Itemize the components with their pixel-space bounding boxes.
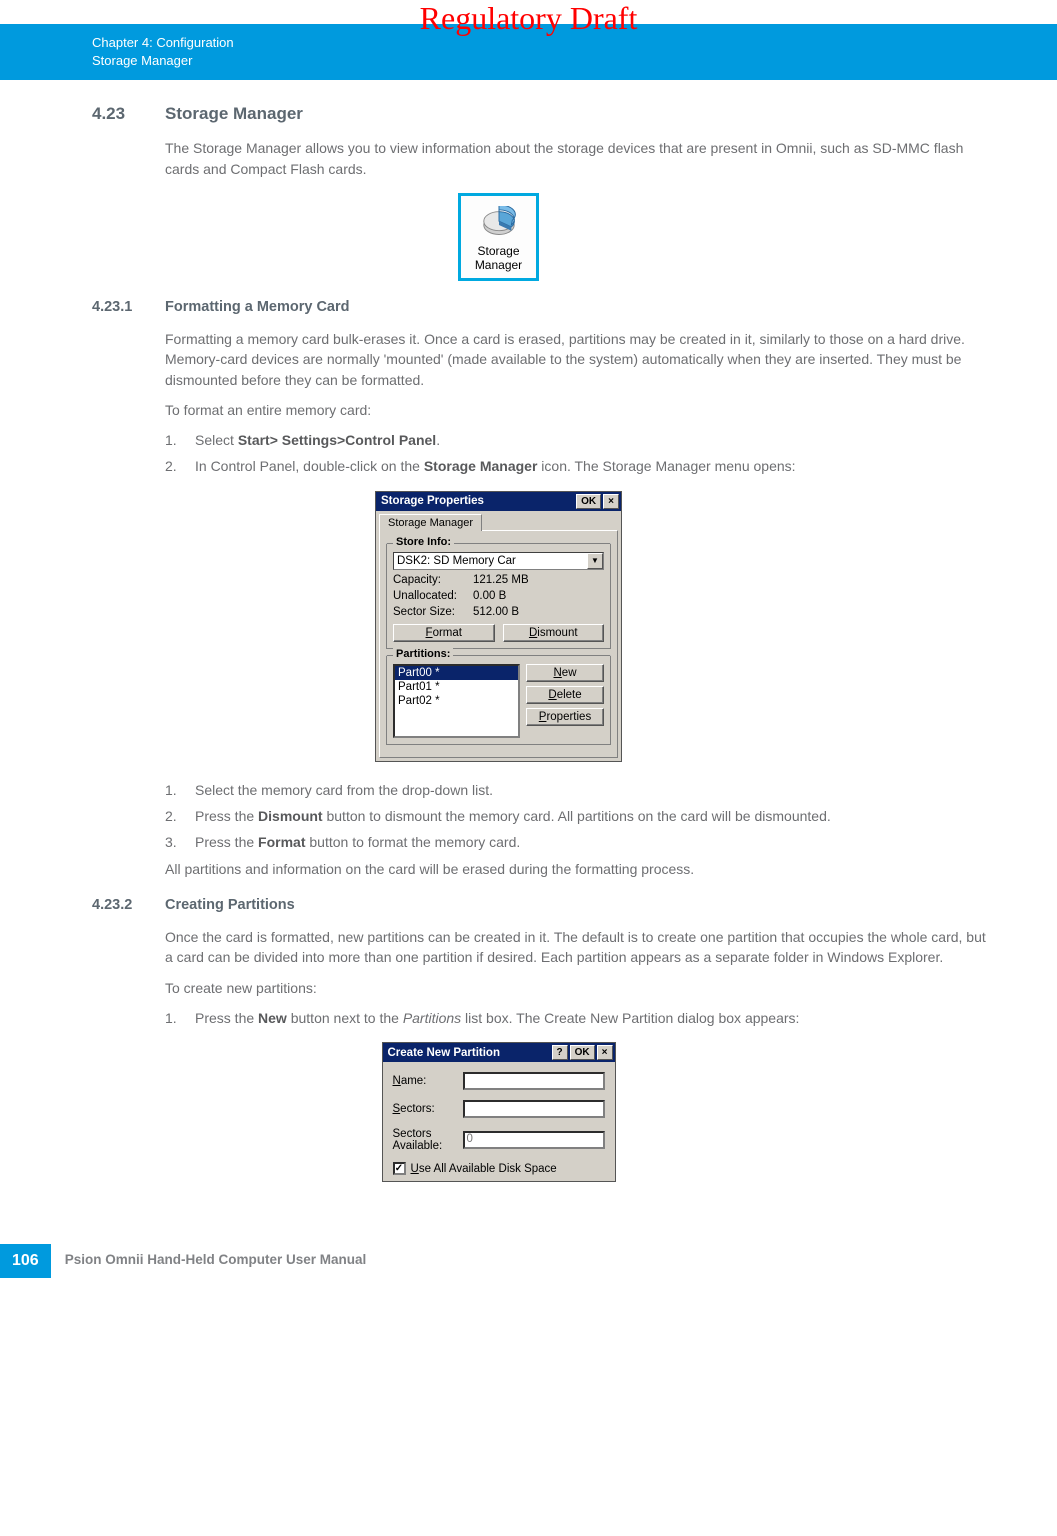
subsection-title: Formatting a Memory Card	[165, 299, 350, 315]
use-all-space-checkbox[interactable]: ✓ Use All Available Disk Space	[393, 1162, 605, 1175]
subsection-number: 4.23.1	[0, 299, 165, 315]
para: All partitions and information on the ca…	[165, 859, 997, 879]
list-item: 2. In Control Panel, double-click on the…	[165, 456, 997, 476]
properties-button[interactable]: Properties	[526, 708, 604, 726]
section-number: 4.23	[0, 104, 165, 124]
para: Once the card is formatted, new partitio…	[165, 927, 997, 968]
subsection-number: 4.23.2	[0, 897, 165, 913]
name-input[interactable]	[463, 1072, 605, 1090]
para: To create new partitions:	[165, 978, 997, 998]
footer-text: Psion Omnii Hand-Held Computer User Manu…	[51, 1244, 381, 1278]
fieldset-legend: Store Info:	[393, 536, 454, 548]
para: To format an entire memory card:	[165, 400, 997, 420]
sectors-input[interactable]	[463, 1100, 605, 1118]
section-intro: The Storage Manager allows you to view i…	[165, 138, 997, 179]
li-num: 2.	[165, 806, 195, 826]
li-num: 1.	[165, 430, 195, 450]
dialog-title: Storage Properties	[381, 495, 574, 507]
page-footer: 106 Psion Omnii Hand-Held Computer User …	[0, 1244, 1057, 1278]
capacity-label: Capacity:	[393, 574, 473, 586]
list-item: 1. Select Start> Settings>Control Panel.	[165, 430, 997, 450]
storage-manager-icon-tile: Storage Manager	[458, 193, 539, 281]
list-item[interactable]: Part00 *	[395, 666, 518, 680]
list-item: 1. Select the memory card from the drop-…	[165, 780, 997, 800]
ok-button[interactable]: OK	[570, 1045, 595, 1060]
chevron-down-icon[interactable]: ▼	[587, 553, 603, 569]
name-label: Name:	[393, 1075, 463, 1087]
icon-label-1: Storage	[475, 244, 522, 258]
list-item: 3. Press the Format button to format the…	[165, 832, 997, 852]
li-num: 3.	[165, 832, 195, 852]
list-item: 2. Press the Dismount button to dismount…	[165, 806, 997, 826]
sectors-available-label: SectorsAvailable:	[393, 1128, 463, 1152]
ok-button[interactable]: OK	[576, 494, 601, 509]
store-dropdown[interactable]: DSK2: SD Memory Car ▼	[393, 552, 604, 570]
li-num: 2.	[165, 456, 195, 476]
icon-label-2: Manager	[475, 258, 522, 272]
dismount-button[interactable]: Dismount	[503, 624, 605, 642]
help-button[interactable]: ?	[552, 1045, 568, 1060]
checkbox-icon[interactable]: ✓	[393, 1162, 406, 1175]
list-item: 1. Press the New button next to the Part…	[165, 1008, 997, 1028]
close-button[interactable]: ×	[603, 494, 619, 509]
list-item[interactable]: Part01 *	[395, 680, 518, 694]
tab-storage-manager[interactable]: Storage Manager	[379, 514, 482, 531]
dropdown-value: DSK2: SD Memory Car	[397, 555, 516, 567]
header-line2: Storage Manager	[92, 52, 1041, 70]
sector-size-label: Sector Size:	[393, 606, 473, 618]
capacity-value: 121.25 MB	[473, 574, 529, 586]
close-button[interactable]: ×	[597, 1045, 613, 1060]
delete-button[interactable]: Delete	[526, 686, 604, 704]
sectors-available-value: 0	[463, 1131, 605, 1149]
create-new-partition-dialog: Create New Partition ? OK × Name: Sector…	[382, 1042, 616, 1182]
storage-properties-dialog: Storage Properties OK × Storage Manager …	[375, 491, 622, 762]
section-title: Storage Manager	[165, 104, 303, 124]
titlebar: Create New Partition ? OK ×	[383, 1043, 615, 1062]
sector-size-value: 512.00 B	[473, 606, 519, 618]
list-item[interactable]: Part02 *	[395, 694, 518, 708]
pie-chart-icon	[480, 206, 518, 240]
titlebar: Storage Properties OK ×	[376, 492, 621, 511]
para: Formatting a memory card bulk-erases it.…	[165, 329, 997, 390]
dialog-title: Create New Partition	[388, 1047, 550, 1059]
fieldset-legend: Partitions:	[393, 648, 453, 660]
li-num: 1.	[165, 780, 195, 800]
subsection-title: Creating Partitions	[165, 897, 295, 913]
unallocated-label: Unallocated:	[393, 590, 473, 602]
watermark-text: Regulatory Draft	[420, 0, 638, 37]
page-number: 106	[0, 1244, 51, 1278]
new-button[interactable]: New	[526, 664, 604, 682]
sectors-label: Sectors:	[393, 1103, 463, 1115]
li-num: 1.	[165, 1008, 195, 1028]
partitions-listbox[interactable]: Part00 * Part01 * Part02 *	[393, 664, 520, 738]
unallocated-value: 0.00 B	[473, 590, 506, 602]
format-button[interactable]: Format	[393, 624, 495, 642]
